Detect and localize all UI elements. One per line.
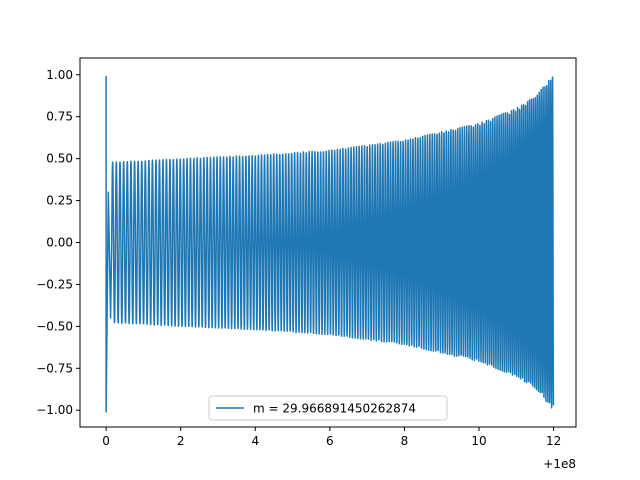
x-tick-label: 12	[546, 434, 561, 448]
x-tick-label: 0	[102, 434, 110, 448]
legend-box	[208, 395, 448, 421]
series-line	[105, 75, 555, 413]
plot-data-area	[105, 75, 555, 413]
y-tick-label: 0.75	[46, 110, 73, 124]
x-offset-label: +1e8	[543, 457, 576, 471]
x-tick-label: 2	[177, 434, 185, 448]
y-tick-label: 0.50	[46, 152, 73, 166]
legend-entry-label: m = 29.966891450262874	[253, 402, 416, 416]
x-tick-label: 4	[251, 434, 259, 448]
y-tick-label: 0.00	[46, 236, 73, 250]
x-tick-label: 10	[471, 434, 486, 448]
y-tick-label: 1.00	[46, 68, 73, 82]
x-tick-label: 8	[401, 434, 409, 448]
y-tick-label: −0.25	[36, 277, 73, 291]
y-axis: −1.00 −0.75 −0.50 −0.25 0.00 0.25 0.50 0.75 1.00	[36, 68, 80, 417]
y-tick-label: 0.25	[46, 194, 73, 208]
x-tick-label: 6	[326, 434, 334, 448]
y-tick-label: −1.00	[36, 403, 73, 417]
legend: m = 29.966891450262874	[208, 395, 448, 421]
y-tick-label: −0.50	[36, 319, 73, 333]
y-tick-label: −0.75	[36, 361, 73, 375]
x-axis: 0 2 4 6 8 10 12	[102, 427, 561, 448]
